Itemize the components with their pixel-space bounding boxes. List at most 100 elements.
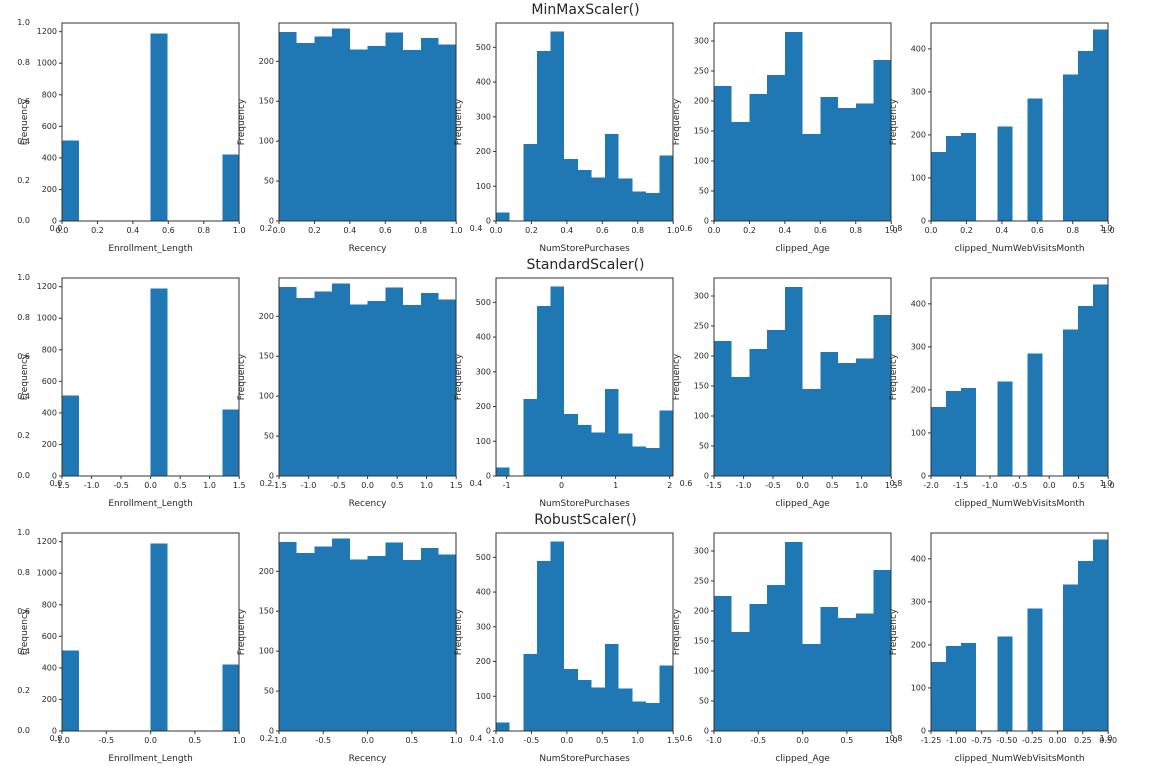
y-tick-label: 100 bbox=[476, 182, 491, 191]
x-tick-label: -1.0 bbox=[301, 481, 317, 490]
y-tick-label: 1000 bbox=[37, 314, 57, 323]
x-tick-label: 0.0 bbox=[361, 481, 374, 490]
y-tick-label: 150 bbox=[259, 97, 274, 106]
x-tick-label: 0.6 bbox=[814, 226, 827, 235]
x-tick-label: 0.0 bbox=[924, 226, 937, 235]
histogram-bar bbox=[350, 49, 368, 221]
outer-xtick-label: 0.6 bbox=[679, 224, 693, 233]
histogram-bar bbox=[659, 410, 674, 476]
x-tick-label: 0.0 bbox=[707, 226, 720, 235]
histogram-bar bbox=[659, 155, 674, 221]
histogram-bar bbox=[550, 286, 565, 476]
x-axis-label: clipped_NumWebVisitsMonth bbox=[954, 244, 1084, 254]
y-tick-label: 1000 bbox=[37, 59, 57, 68]
y-axis-label: Frequency bbox=[889, 608, 899, 655]
outer-xtick-label: 0.8 bbox=[889, 224, 903, 233]
x-tick-label: -1.5 bbox=[54, 481, 70, 490]
plot-frame bbox=[61, 22, 240, 222]
histogram-bar bbox=[62, 140, 79, 221]
y-tick-label: 0 bbox=[269, 472, 274, 481]
histogram-bar bbox=[403, 305, 421, 476]
x-tick-label: 0.0 bbox=[361, 736, 374, 745]
y-axis-label: Frequency bbox=[889, 353, 899, 400]
scaler-row-standard: StandardScaler() 1.0 0.8 0.6 0.4 0.2 0.0 0.0 0.… bbox=[0, 255, 1153, 510]
row-canvas-standard: 1.0 0.8 0.6 0.4 0.2 0.0 0.0 0.2 0.4 0.6 0.8 1.0 0 200… bbox=[0, 273, 1153, 510]
y-tick-label: 0 bbox=[921, 472, 926, 481]
y-tick-label: 400 bbox=[911, 44, 926, 53]
y-tick-label: 250 bbox=[693, 67, 708, 76]
x-tick-label: 0.4 bbox=[344, 226, 357, 235]
outer-ytick-label: 0.4 bbox=[17, 136, 30, 146]
y-tick-label: 300 bbox=[911, 87, 926, 96]
y-axis-label: Frequency bbox=[454, 608, 464, 655]
x-tick-label: 0.0 bbox=[273, 226, 286, 235]
x-axis-label: clipped_Age bbox=[775, 244, 830, 254]
histogram-bar bbox=[1027, 608, 1043, 731]
y-tick-label: 0 bbox=[921, 217, 926, 226]
outer-ytick-label: 0.0 bbox=[17, 471, 30, 480]
y-axis-label: Frequency bbox=[20, 608, 30, 655]
x-tick-label: -0.5 bbox=[330, 481, 346, 490]
row-title-standard: StandardScaler() bbox=[526, 257, 645, 273]
y-axis-label: Frequency bbox=[237, 608, 247, 655]
x-tick-label: -0.5 bbox=[750, 736, 766, 745]
y-tick-label: 50 bbox=[264, 177, 274, 186]
row-canvas-minmax: 1.0 0.8 0.6 0.4 0.2 0.0 0.0 0.2 0.4 0.6 0.8 1.0 0 200… bbox=[0, 18, 1153, 255]
histogram-bar bbox=[605, 134, 620, 221]
histogram-bar bbox=[749, 93, 767, 221]
y-tick-label: 600 bbox=[42, 377, 57, 386]
histogram-bar bbox=[62, 650, 79, 731]
y-tick-label: 50 bbox=[698, 442, 708, 451]
y-tick-label: 100 bbox=[476, 692, 491, 701]
y-tick-label: 150 bbox=[693, 637, 708, 646]
outer-xtick-label: 0.0 bbox=[49, 224, 63, 233]
x-tick-label: -1.0 bbox=[54, 736, 70, 745]
x-tick-label: 1.5 bbox=[233, 481, 246, 490]
x-tick-label: 1.0 bbox=[884, 226, 897, 235]
x-tick-label: -0.5 bbox=[765, 481, 781, 490]
x-axis-label: Recency bbox=[349, 244, 388, 254]
histogram-bar bbox=[619, 433, 633, 476]
y-axis-label: Frequency bbox=[672, 608, 682, 655]
y-tick-label: 0 bbox=[704, 472, 709, 481]
y-tick-label: 0 bbox=[269, 217, 274, 226]
x-tick-label: 0.5 bbox=[174, 481, 187, 490]
plot-frame bbox=[930, 22, 1109, 222]
y-axis-label: Frequency bbox=[672, 353, 682, 400]
histogram-bar bbox=[279, 541, 297, 731]
x-tick-label: 1.5 bbox=[884, 481, 897, 490]
histogram-bar bbox=[537, 560, 551, 731]
histogram-bar bbox=[222, 154, 240, 221]
y-tick-label: 400 bbox=[911, 554, 926, 563]
x-tick-label: 0.50 bbox=[1099, 736, 1117, 745]
outer-xtick-label: 0.6 bbox=[679, 479, 693, 488]
y-tick-label: 200 bbox=[259, 312, 274, 321]
histogram-bar bbox=[960, 387, 976, 476]
plot-frame bbox=[495, 532, 675, 732]
histogram-bar bbox=[784, 542, 803, 731]
y-tick-label: 200 bbox=[476, 402, 491, 411]
histogram-bar bbox=[605, 644, 620, 731]
x-tick-label: 1.5 bbox=[450, 481, 463, 490]
x-axis-label: Enrollment_Length bbox=[108, 499, 192, 509]
x-tick-label: 0.8 bbox=[632, 226, 645, 235]
histogram-bar bbox=[564, 414, 579, 476]
y-tick-label: 100 bbox=[259, 647, 274, 656]
histogram-bar bbox=[222, 664, 240, 731]
y-tick-label: 0 bbox=[704, 727, 709, 736]
histogram-bar bbox=[930, 152, 946, 221]
x-tick-label: 0.2 bbox=[960, 226, 973, 235]
x-tick-label: 1.0 bbox=[450, 226, 463, 235]
y-tick-label: 1200 bbox=[37, 282, 57, 291]
x-tick-label: 0.2 bbox=[91, 226, 104, 235]
outer-xtick-label: 0.2 bbox=[259, 224, 273, 233]
histogram-bar bbox=[438, 554, 457, 731]
histogram-bar bbox=[314, 36, 333, 221]
y-tick-label: 50 bbox=[698, 697, 708, 706]
x-tick-label: 2 bbox=[667, 481, 672, 490]
outer-ytick-label: 0.2 bbox=[17, 431, 30, 441]
histogram-bar bbox=[713, 341, 732, 476]
histogram-bar bbox=[766, 585, 785, 731]
histogram-panel: 0 200 400 600 800 1000 1200 0.0 0.2 0.4 0.6 0.8 1.0 F… bbox=[20, 22, 246, 254]
y-axis-label: Frequency bbox=[454, 353, 464, 400]
